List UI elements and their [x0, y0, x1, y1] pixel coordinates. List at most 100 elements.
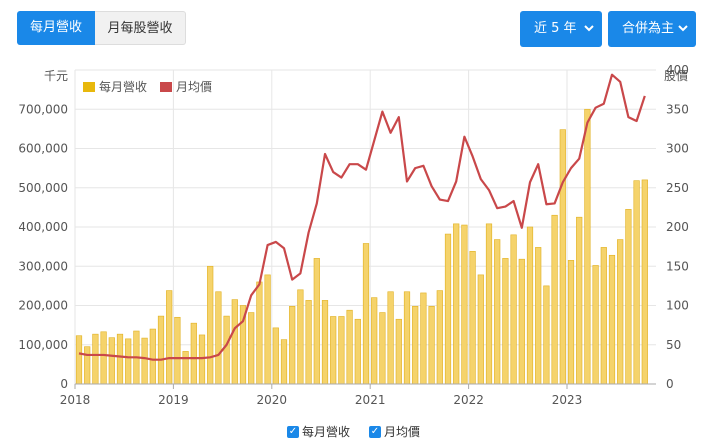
left-tick-label: 500,000 — [18, 181, 68, 195]
revenue-bar[interactable] — [502, 258, 509, 385]
legend-label-price: 月均價 — [176, 80, 212, 94]
revenue-bar[interactable] — [633, 180, 640, 385]
revenue-bar[interactable] — [354, 318, 361, 385]
revenue-bar[interactable] — [576, 216, 583, 385]
revenue-bar[interactable] — [584, 108, 591, 385]
price-line — [78, 73, 646, 361]
revenue-bar[interactable] — [92, 333, 99, 385]
revenue-bar[interactable] — [510, 234, 517, 385]
x-tick-label: 2019 — [158, 393, 189, 407]
revenue-bar[interactable] — [444, 233, 452, 385]
revenue-bar[interactable] — [428, 305, 435, 385]
right-tick-label: 250 — [666, 181, 689, 195]
revenue-bar[interactable] — [264, 274, 271, 385]
revenue-bar[interactable] — [477, 274, 484, 385]
revenue-bar[interactable] — [641, 179, 648, 385]
right-tick-label: 150 — [666, 259, 689, 273]
revenue-bar[interactable] — [272, 327, 279, 385]
left-tick-label: 600,000 — [18, 142, 68, 156]
revenue-bar[interactable] — [379, 312, 386, 385]
revenue-bar[interactable] — [280, 339, 288, 385]
revenue-bar[interactable] — [412, 305, 419, 385]
period-dropdown-label: 近 5 年 — [534, 21, 577, 36]
revenue-bars — [75, 108, 648, 385]
revenue-bar[interactable] — [592, 265, 599, 385]
right-tick-label: 300 — [666, 142, 689, 156]
revenue-bar[interactable] — [100, 331, 107, 385]
revenue-bar[interactable] — [166, 290, 173, 385]
toggle-revenue-label: 每月營收 — [302, 425, 351, 439]
revenue-bar[interactable] — [108, 337, 115, 385]
revenue-bar[interactable] — [305, 300, 312, 385]
right-tick-label: 0 — [666, 377, 674, 391]
revenue-bar[interactable] — [387, 291, 394, 385]
revenue-bar[interactable] — [403, 291, 411, 385]
revenue-bar[interactable] — [494, 239, 501, 385]
revenue-bar[interactable] — [559, 129, 566, 385]
chevron-down-icon — [584, 11, 594, 62]
revenue-bar[interactable] — [330, 316, 337, 385]
revenue-bar[interactable] — [149, 328, 156, 385]
toggle-revenue[interactable]: ✓ 每月營收 — [287, 423, 350, 440]
period-dropdown[interactable]: 近 5 年 — [520, 11, 602, 47]
revenue-bar[interactable] — [551, 214, 558, 385]
tab-monthly-revenue-per-share[interactable]: 月每股營收 — [95, 11, 186, 45]
revenue-bar[interactable] — [141, 337, 148, 385]
revenue-bar[interactable] — [543, 285, 550, 385]
toggle-price[interactable]: ✓ 月均價 — [369, 423, 420, 440]
revenue-bar[interactable] — [84, 346, 91, 385]
revenue-bar[interactable] — [215, 291, 222, 385]
left-tick-label: 300,000 — [18, 259, 68, 273]
revenue-bar[interactable] — [125, 338, 132, 385]
legend-label-revenue: 每月營收 — [99, 79, 147, 94]
revenue-bar[interactable] — [297, 289, 304, 385]
revenue-bar[interactable] — [198, 334, 206, 385]
revenue-bar[interactable] — [248, 312, 255, 385]
revenue-bar[interactable] — [518, 258, 525, 385]
revenue-bar[interactable] — [313, 258, 320, 385]
revenue-bar[interactable] — [436, 290, 443, 385]
revenue-bar[interactable] — [608, 254, 616, 385]
consolidation-dropdown[interactable]: 合併為主 — [608, 11, 696, 47]
revenue-bar[interactable] — [231, 299, 238, 385]
revenue-bar[interactable] — [395, 318, 402, 385]
revenue-bar[interactable] — [321, 300, 329, 385]
revenue-bar[interactable] — [625, 209, 632, 385]
chevron-down-icon — [678, 11, 688, 62]
left-axis: 0 100,000 200,000 300,000 400,000 500,000 600,… — [18, 102, 68, 391]
revenue-bar[interactable] — [617, 239, 624, 385]
checkbox-checked-icon: ✓ — [287, 425, 299, 438]
revenue-bar[interactable] — [461, 224, 468, 385]
revenue-bar[interactable] — [420, 292, 427, 385]
right-tick-label: 350 — [666, 102, 689, 116]
revenue-bar[interactable] — [116, 333, 124, 385]
revenue-bar[interactable] — [223, 315, 230, 385]
revenue-bar[interactable] — [526, 226, 534, 385]
left-tick-label: 400,000 — [18, 220, 68, 234]
right-tick-label: 50 — [666, 338, 681, 352]
revenue-bar[interactable] — [207, 265, 214, 385]
revenue-bar[interactable] — [485, 223, 493, 385]
right-tick-label: 100 — [666, 299, 689, 313]
revenue-bar[interactable] — [75, 335, 83, 385]
revenue-bar[interactable] — [182, 351, 189, 385]
revenue-bar[interactable] — [600, 247, 607, 385]
revenue-bar[interactable] — [256, 281, 263, 385]
x-tick-label: 2022 — [453, 393, 484, 407]
revenue-bar[interactable] — [469, 251, 476, 385]
right-axis-unit: 股價 — [664, 69, 688, 83]
revenue-bar[interactable] — [362, 243, 370, 385]
revenue-bar[interactable] — [371, 297, 378, 385]
revenue-bar[interactable] — [190, 322, 197, 385]
revenue-bar[interactable] — [289, 305, 296, 385]
right-axis: 0 50 100 150 200 250 300 350 400 — [666, 63, 689, 391]
revenue-bar[interactable] — [338, 316, 345, 385]
revenue-bar[interactable] — [567, 260, 575, 385]
left-axis-unit: 千元 — [44, 69, 68, 83]
revenue-bar[interactable] — [453, 223, 460, 385]
revenue-bar[interactable] — [157, 315, 165, 385]
revenue-bar[interactable] — [346, 309, 353, 385]
revenue-bar[interactable] — [535, 247, 542, 385]
tab-monthly-revenue[interactable]: 每月營收 — [17, 11, 95, 45]
revenue-bar[interactable] — [174, 316, 181, 385]
